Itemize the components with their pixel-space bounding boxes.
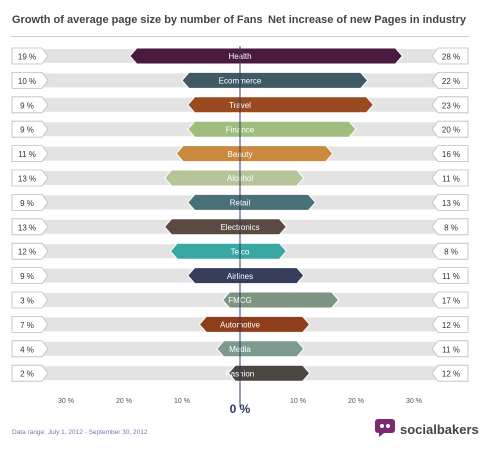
left-value-label: 13 %: [18, 175, 36, 184]
left-value-badge: [11, 145, 49, 163]
data-bar: [187, 96, 375, 114]
left-value-badge: [11, 193, 49, 211]
data-bar: [198, 315, 311, 333]
right-value-label: 12 %: [442, 370, 460, 379]
left-value-badge: [11, 267, 49, 285]
data-bar: [163, 218, 288, 236]
data-bar: [181, 71, 369, 89]
left-value-badge: [11, 96, 49, 114]
data-bar: [175, 145, 334, 163]
right-value-badge: [431, 169, 469, 187]
x-tick-label: 30 %: [406, 398, 422, 405]
data-bar: [129, 47, 404, 65]
right-value-label: 20 %: [442, 126, 460, 135]
brand-name: socialbakers: [400, 422, 479, 437]
right-value-badge: [431, 291, 469, 309]
right-value-label: 12 %: [442, 321, 460, 330]
left-value-label: 9 %: [20, 101, 34, 110]
right-value-label: 13 %: [442, 199, 460, 208]
x-tick-label: 10 %: [290, 398, 306, 405]
left-value-badge: [11, 315, 49, 333]
right-value-label: 11 %: [442, 175, 460, 184]
right-value-badge: [431, 242, 469, 260]
right-value-label: 11 %: [442, 272, 460, 281]
right-value-badge: [431, 218, 469, 236]
socialbakers-icon: [375, 419, 395, 437]
right-value-label: 16 %: [442, 150, 460, 159]
socialbakers-logo: socialbakers: [374, 418, 479, 442]
data-bar: [187, 267, 305, 285]
right-chart-title: Net increase of new Pages in industry: [267, 14, 466, 26]
left-value-badge: [11, 340, 49, 358]
right-value-label: 17 %: [442, 297, 460, 306]
right-value-label: 28 %: [442, 53, 460, 62]
data-bar: [187, 193, 317, 211]
data-bar: [227, 364, 311, 382]
right-value-label: 8 %: [444, 223, 458, 232]
left-value-label: 19 %: [18, 53, 36, 62]
right-value-badge: [431, 72, 469, 89]
data-bar: [221, 291, 340, 309]
x-tick-label: 10 %: [174, 398, 190, 405]
left-value-label: 7 %: [20, 321, 34, 330]
left-value-badge: [11, 364, 49, 382]
right-value-badge: [431, 193, 469, 211]
right-value-badge: [431, 364, 469, 382]
data-bar: [169, 242, 288, 260]
left-value-label: 11 %: [18, 150, 36, 159]
left-value-label: 9 %: [20, 199, 34, 208]
left-value-badge: [11, 218, 49, 236]
header-divider: [10, 36, 470, 37]
right-value-badge: [431, 120, 469, 138]
left-value-label: 9 %: [20, 272, 34, 281]
left-value-badge: [11, 120, 49, 138]
right-value-label: 23 %: [442, 101, 460, 110]
left-value-badge: [11, 169, 49, 187]
data-bar: [216, 340, 305, 358]
data-bar: [187, 120, 357, 138]
right-value-badge: [431, 267, 469, 285]
right-value-label: 11 %: [442, 345, 460, 354]
center-zero-label: 0 %: [230, 402, 251, 416]
right-value-label: 22 %: [442, 77, 460, 86]
left-value-label: 9 %: [20, 126, 34, 135]
data-bar: [163, 169, 305, 187]
left-value-badge: [11, 47, 49, 65]
left-value-label: 4 %: [20, 345, 34, 354]
right-value-badge: [431, 315, 469, 333]
x-tick-label: 20 %: [348, 398, 364, 405]
date-range-note: Data range: July 1, 2012 - September 30,…: [12, 429, 148, 436]
left-value-label: 10 %: [18, 77, 36, 86]
x-tick-label: 30 %: [58, 398, 74, 405]
left-value-label: 13 %: [18, 223, 36, 232]
left-value-label: 3 %: [20, 297, 34, 306]
left-value-badge: [11, 291, 49, 309]
right-value-badge: [431, 145, 469, 163]
left-value-badge: [11, 72, 49, 89]
right-value-badge: [431, 340, 469, 358]
x-tick-label: 20 %: [116, 398, 132, 405]
right-value-badge: [431, 96, 469, 114]
right-value-label: 8 %: [444, 248, 458, 257]
right-value-badge: [431, 47, 469, 65]
left-chart-title: Growth of average page size by number of…: [12, 14, 263, 26]
left-value-badge: [11, 242, 49, 260]
left-value-label: 2 %: [20, 370, 34, 379]
left-value-label: 12 %: [18, 248, 36, 257]
